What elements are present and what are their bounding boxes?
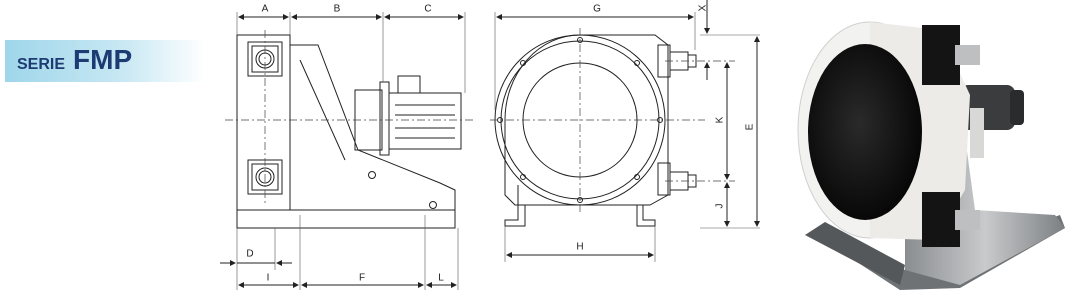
dimension-label: F [359, 273, 365, 284]
dimension-label: B [334, 4, 341, 15]
product-image [797, 21, 1065, 290]
dimension-label: D [246, 249, 253, 260]
dimension-label: G [593, 4, 601, 15]
dimension-label: L [438, 273, 444, 284]
front-view [490, 0, 760, 262]
dimension-label: A [262, 4, 269, 15]
dimension-label: K [715, 116, 726, 123]
series-name: FMP [73, 44, 133, 75]
dimension-label: E [745, 123, 756, 130]
dimension-label: J [715, 204, 726, 209]
series-prefix: SERIE [17, 56, 66, 73]
dimension-label: C [424, 4, 431, 15]
series-badge: SERIE FMP [5, 40, 205, 82]
side-view [220, 12, 475, 290]
dimension-label: H [576, 242, 583, 253]
dimension-label: X [698, 4, 709, 11]
dimension-label: I [267, 273, 270, 284]
